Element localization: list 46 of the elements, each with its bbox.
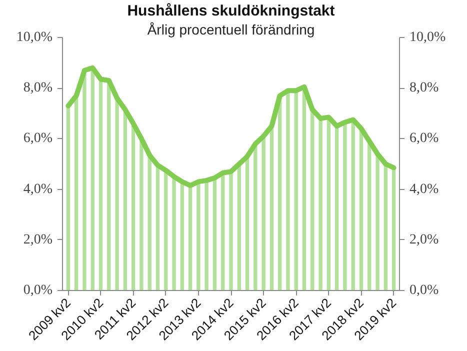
bar xyxy=(131,124,136,290)
bar xyxy=(123,110,128,290)
bar xyxy=(107,80,111,290)
bar xyxy=(343,122,347,290)
bar xyxy=(376,154,380,290)
bar xyxy=(156,165,160,290)
y-tick-label: 6,0% xyxy=(23,131,53,146)
bar xyxy=(384,164,388,290)
bar xyxy=(392,168,396,290)
y2-tick-label: 0,0% xyxy=(410,283,439,298)
bar xyxy=(98,79,103,290)
bar xyxy=(334,126,339,290)
bar xyxy=(310,110,314,290)
bar xyxy=(229,172,233,290)
chart-title: Hushållens skuldökningstakt xyxy=(127,2,335,20)
bar xyxy=(74,96,78,290)
bar xyxy=(196,182,200,290)
bar xyxy=(245,156,250,290)
y-tick-label: 10,0% xyxy=(16,30,53,45)
bar xyxy=(212,178,217,290)
y-tick-label: 8,0% xyxy=(23,80,53,96)
bar xyxy=(270,126,274,290)
bar xyxy=(237,164,241,290)
bar xyxy=(140,138,144,290)
bar xyxy=(262,136,266,290)
y2-tick-label: 4,0% xyxy=(410,182,439,197)
chart-subtitle: Årlig procentuell förändring xyxy=(147,22,315,38)
bar xyxy=(318,118,322,290)
y-tick-label: 2,0% xyxy=(23,232,53,248)
bar xyxy=(148,155,152,290)
bar xyxy=(180,182,184,290)
bar xyxy=(368,141,372,290)
y2-tick-label: 2,0% xyxy=(410,232,439,248)
y2-tick-label: 8,0% xyxy=(410,80,439,96)
y2-tick-label: 6,0% xyxy=(410,131,439,146)
bar xyxy=(66,106,70,290)
y2-tick-label: 10,0% xyxy=(410,30,446,45)
bar xyxy=(254,144,258,290)
y-tick-label: 4,0% xyxy=(23,182,53,197)
y-tick-label: 0,0% xyxy=(23,283,53,298)
bar xyxy=(172,176,176,290)
bar xyxy=(164,170,168,290)
bar xyxy=(188,186,192,290)
bar xyxy=(115,98,119,290)
bar xyxy=(359,128,364,290)
bar xyxy=(294,90,298,290)
